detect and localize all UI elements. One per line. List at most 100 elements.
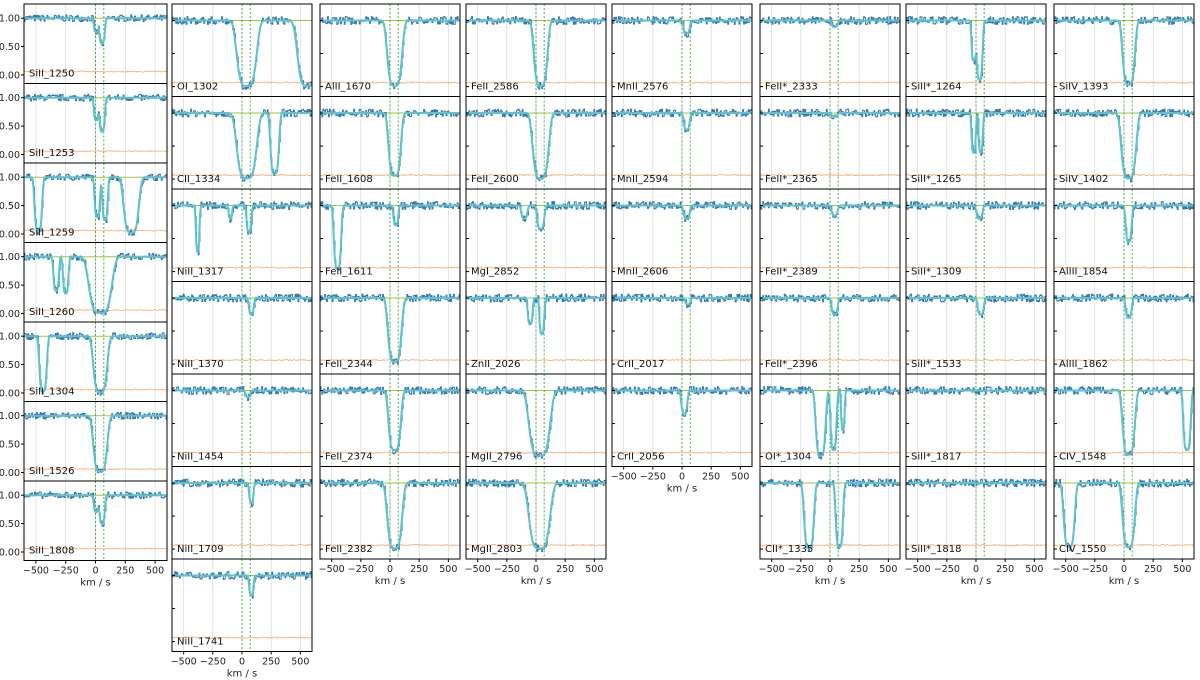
transition-label: MgI_2852 <box>471 267 519 278</box>
transition-label: NiII_1709 <box>177 544 224 555</box>
model-fit <box>612 204 752 220</box>
panel-feii-1608: FeII_1608 <box>319 96 461 190</box>
transition-label: MnII_2606 <box>617 267 668 278</box>
transition-label: FeII_2586 <box>471 82 519 93</box>
transition-label: SiII_1808 <box>29 546 74 557</box>
error-spectrum <box>23 467 168 471</box>
panel-siii-1265: SiII*_1265 <box>905 96 1047 190</box>
transition-label: MnII_2594 <box>617 174 668 185</box>
ytick-label: 0.50 <box>0 201 20 212</box>
model-fit <box>172 389 312 399</box>
error-spectrum <box>759 451 901 455</box>
model-fit <box>1054 389 1195 456</box>
flux-spectrum <box>1054 293 1195 319</box>
xtick-label: 250 <box>556 564 574 575</box>
xtick-label: 500 <box>291 657 309 668</box>
transition-label: SiII_1526 <box>29 466 74 477</box>
panel-siii-1808: 0.00 0.50 1.00 SiII_1808 −500 −250 0 250 500 km /… <box>0 480 168 589</box>
error-spectrum <box>905 358 1047 362</box>
model-fit <box>24 17 167 45</box>
panel-siii-1260: 0.00 0.50 1.00 SiII_1260 <box>0 242 168 323</box>
xtick-label: 0 <box>387 564 393 575</box>
error-spectrum <box>319 358 461 362</box>
ytick-label: 1.00 <box>0 252 20 263</box>
model-fit <box>172 112 312 180</box>
xtick-label: 500 <box>146 566 164 577</box>
model-fit <box>466 112 606 180</box>
panel-oi-1304: OI*_1304 <box>759 373 901 467</box>
error-spectrum <box>465 266 607 269</box>
flux-spectrum <box>612 293 753 308</box>
xtick-label: 0 <box>239 657 245 668</box>
model-fit <box>760 482 900 550</box>
panel-alii-1670: AlII_1670 <box>319 3 461 97</box>
model-fit <box>320 297 460 364</box>
ytick-label: 1.00 <box>0 491 20 502</box>
transition-label: SiII*_1309 <box>911 267 961 278</box>
panel-niii-1741: NiII_1741 −500 −250 0 250 500 km / s <box>171 558 313 680</box>
transition-label: CrII_2017 <box>617 359 664 370</box>
panel-mnii-2606: MnII_2606 <box>611 188 753 282</box>
model-fit <box>320 204 460 270</box>
panel-siii-1526: 0.00 0.50 1.00 SiII_1526 <box>0 401 168 482</box>
x-axis-label: km / s <box>375 576 405 587</box>
transition-label: OI_1302 <box>177 82 218 93</box>
panel-niii-1370: NiII_1370 <box>171 281 313 375</box>
error-spectrum <box>905 543 1047 547</box>
transition-label: NiII_1370 <box>177 359 224 370</box>
x-axis-label: km / s <box>667 484 697 495</box>
xtick-label: 0 <box>827 564 833 575</box>
transition-label: FeII_1611 <box>325 267 373 278</box>
panel-aliii-1854: AlIII_1854 <box>1053 188 1195 282</box>
transition-label: FeII_2382 <box>325 544 373 555</box>
model-fit <box>320 112 460 177</box>
panel-feii-2374: FeII_2374 <box>319 373 461 467</box>
model-fit <box>1054 297 1194 319</box>
error-spectrum <box>759 266 901 269</box>
ytick-label: 0.00 <box>0 150 20 161</box>
panel-feii-2382: FeII_2382 −500 −250 0 250 500 km / s <box>319 466 461 587</box>
xtick-label: −250 <box>494 564 520 575</box>
ytick-label: 0.50 <box>0 122 20 133</box>
transition-label: AlIII_1854 <box>1059 267 1108 278</box>
column-0: 0.00 0.50 1.00 SiII_1250 0.00 0.50 1.00 SiII_12… <box>0 3 168 589</box>
transition-label: SiII*_1264 <box>911 82 961 93</box>
transition-label: FeII*_2365 <box>765 174 818 185</box>
panel-cii-1334: CII_1334 <box>171 96 313 190</box>
transition-label: SiII*_1533 <box>911 359 961 370</box>
model-fit <box>24 254 167 314</box>
model-fit <box>760 297 900 316</box>
x-axis-label: km / s <box>80 578 110 589</box>
panel-niii-1709: NiII_1709 <box>171 466 313 560</box>
transition-label: FeII_1608 <box>325 174 373 185</box>
error-spectrum <box>171 636 313 639</box>
xtick-label: 500 <box>1173 564 1191 575</box>
transition-label: MgII_2796 <box>471 452 522 463</box>
model-fit <box>172 574 312 597</box>
error-spectrum <box>319 173 461 177</box>
error-spectrum <box>1053 358 1195 362</box>
transition-label: FeII*_2333 <box>765 82 818 93</box>
model-fit <box>320 389 460 451</box>
model-fit <box>906 112 1046 154</box>
transition-label: SiII*_1265 <box>911 174 961 185</box>
error-spectrum <box>171 451 313 454</box>
xtick-label: −500 <box>319 564 345 575</box>
panel-cii-1335: CII*_1335 −500 −250 0 250 500 km / s <box>759 466 901 587</box>
x-axis-label: km / s <box>1109 576 1139 587</box>
xtick-label: 250 <box>410 564 428 575</box>
column-2: AlII_1670 FeII_1608 FeII_1611 FeII_2344 FeII… <box>319 3 461 587</box>
xtick-label: −250 <box>934 564 960 575</box>
xtick-label: 250 <box>1144 564 1162 575</box>
error-spectrum <box>23 547 168 550</box>
transition-label: FeII_2344 <box>325 359 373 370</box>
xtick-label: −500 <box>1053 564 1079 575</box>
model-fit <box>466 482 606 550</box>
transition-label: FeII*_2396 <box>765 359 818 370</box>
model-fit <box>1054 112 1194 180</box>
column-6: SiII*_1264 SiII*_1265 SiII*_1309 SiII*_1533… <box>905 3 1047 587</box>
error-spectrum <box>905 81 1047 84</box>
error-spectrum <box>611 173 753 177</box>
error-spectrum <box>23 229 168 232</box>
model-fit <box>172 297 312 316</box>
